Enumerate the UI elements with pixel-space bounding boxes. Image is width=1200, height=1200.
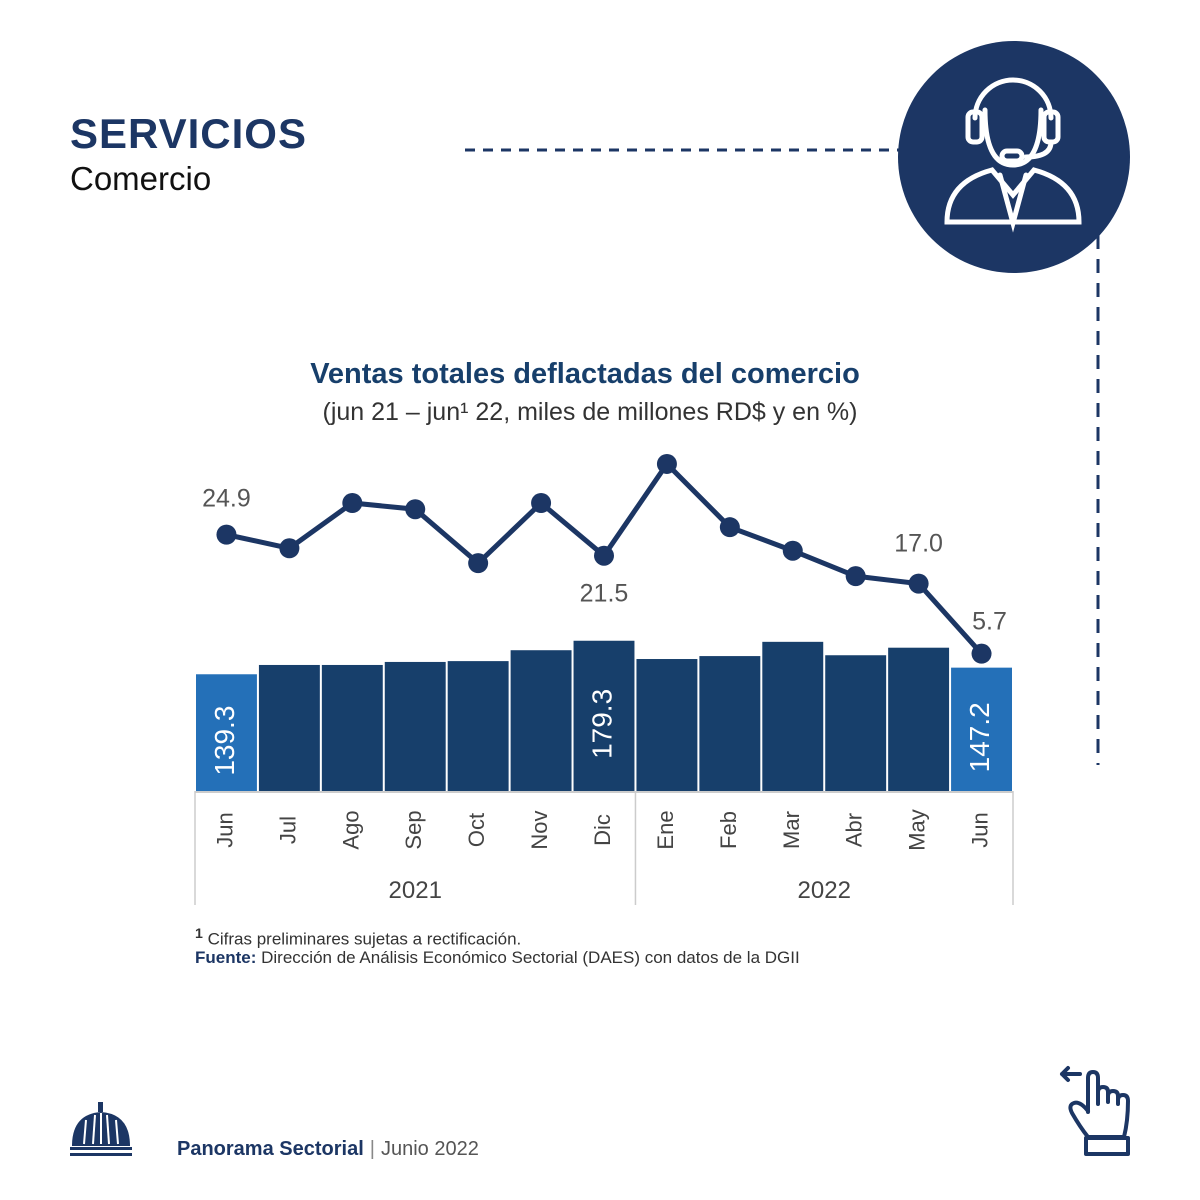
source: Fuente: Dirección de Análisis Económico … (195, 948, 800, 968)
capitol-dome-logo (70, 1102, 132, 1156)
source-text: Dirección de Análisis Económico Sectoria… (261, 948, 800, 967)
bar-7 (636, 659, 698, 791)
bar-0 (196, 674, 257, 791)
line-label: 24.9 (202, 485, 251, 513)
footer-date: Junio 2022 (380, 1138, 479, 1160)
section-subtitle: Comercio (70, 160, 212, 197)
service-circle (898, 41, 1130, 273)
x-tick-label: Jun (968, 812, 993, 847)
line-label: 5.7 (972, 608, 1007, 636)
line-point-10 (845, 566, 866, 587)
bar-9 (762, 641, 824, 791)
source-label: Fuente: (195, 948, 257, 967)
line-point-5 (531, 493, 552, 513)
swipe-hand-icon[interactable] (1058, 1062, 1134, 1158)
x-tick-label: Mar (779, 811, 804, 849)
section-title: SERVICIOS (70, 110, 307, 157)
x-tick-label: Sep (401, 810, 426, 849)
line-point-4 (468, 553, 489, 574)
bar-12 (951, 667, 1012, 791)
chart-title: Ventas totales deflactadas del comercio (310, 358, 860, 390)
bar-8 (699, 656, 761, 791)
year-label: 2021 (389, 877, 442, 904)
line-point-3 (405, 499, 426, 520)
bar-2 (321, 664, 383, 791)
footnote: 1 Cifras preliminares sujetas a rectific… (195, 926, 521, 950)
line-point-9 (782, 540, 803, 561)
x-tick-label: May (905, 809, 930, 851)
line-point-7 (656, 453, 677, 474)
year-label: 2022 (798, 877, 851, 904)
call-center-agent-icon (944, 77, 1082, 233)
line-point-1 (279, 538, 300, 559)
line-point-0 (216, 524, 237, 545)
x-tick-label: Feb (716, 811, 741, 849)
x-tick-label: Nov (527, 810, 552, 849)
line-point-11 (908, 573, 929, 594)
footnote-mark: 1 (195, 926, 203, 942)
footer-brand: Panorama Sectorial (177, 1138, 364, 1160)
bar-10 (825, 655, 887, 791)
line-point-8 (719, 517, 740, 538)
x-tick-label: Oct (464, 813, 489, 847)
decoration (465, 41, 1130, 765)
bar-3 (384, 661, 446, 791)
bar-4 (447, 661, 509, 791)
x-tick-label: Abr (842, 813, 867, 847)
chart-subtitle: (jun 21 – jun¹ 22, miles de millones RD$… (322, 398, 858, 426)
line-point-12 (971, 643, 992, 664)
line-label: 17.0 (894, 530, 943, 558)
line-point-6 (594, 545, 614, 566)
bar-label: 139.3 (209, 706, 240, 776)
bar-1 (258, 664, 320, 791)
x-tick-label: Dic (590, 814, 615, 846)
footer-separator: | (369, 1138, 375, 1160)
footer: Panorama Sectorial | Junio 2022 (177, 1138, 479, 1161)
bar-5 (510, 650, 572, 791)
chart: 139.3 Jun Jul Ago Sep Oct Nov 179.3 Dic Ene Feb Mar… (194, 453, 1014, 905)
bar-label: 147.2 (964, 702, 995, 772)
x-tick-label: Ene (653, 810, 678, 849)
bar-11 (888, 647, 950, 791)
bar-label: 179.3 (586, 689, 617, 759)
line-label: 21.5 (580, 580, 629, 608)
line-point-2 (342, 493, 363, 513)
x-tick-label: Ago (338, 810, 363, 849)
bar-6 (573, 640, 635, 791)
footnote-text: Cifras preliminares sujetas a rectificac… (207, 929, 522, 949)
x-tick-label: Jul (275, 816, 300, 844)
x-tick-label: Jun (212, 812, 237, 847)
